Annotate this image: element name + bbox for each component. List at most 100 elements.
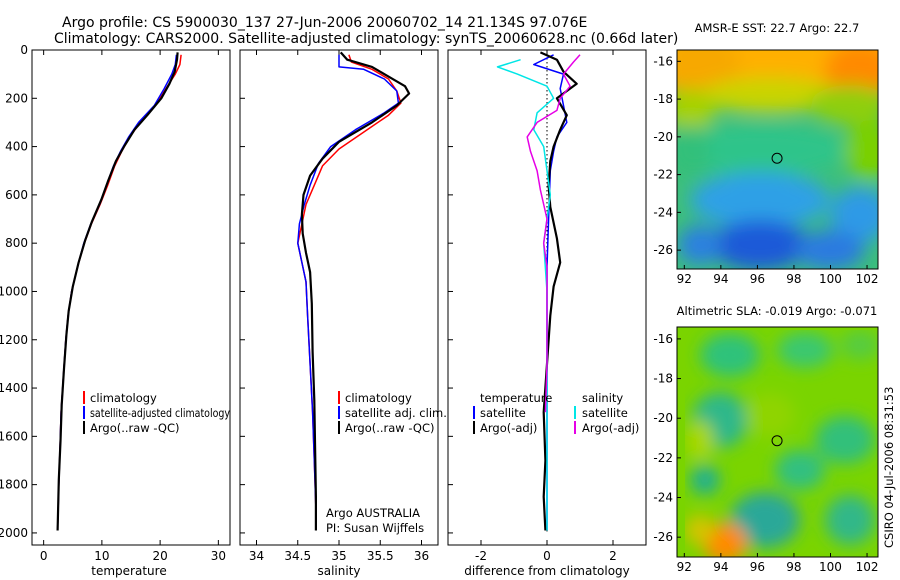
x-tick-label: 35 [331,549,346,563]
map-y-tick-label: -18 [653,92,673,106]
y-tick-label: 1400 [0,381,28,395]
difference-panel: -2 0 2 difference from climatology tempera… [447,49,647,578]
map-y-tick-label: -18 [653,372,673,386]
x-tick-label: 20 [152,549,167,563]
sla-field [677,327,878,557]
sla-map-ticks: 92 94 96 98 100 102 -16 -18 -20 -22 -24 -26 [653,332,878,574]
sst-map: AMSR-E SST: 22.7 Argo: 22.7 92 94 96 [653,21,879,286]
series-line-argo-raw-qc- [56,52,179,531]
legend-label-sal-argo: Argo(-adj) [582,421,639,435]
sst-map-title: AMSR-E SST: 22.7 Argo: 22.7 [695,21,860,35]
map-y-tick-label: -26 [653,243,673,257]
map-x-tick-label: 94 [713,272,728,286]
salinity-legend: climatology satellite adj. clim. Argo(..… [338,391,447,435]
temperature-y-ticks: 0 200 400 600 800 1000 1200 1400 1600 1800 2000 [0,43,37,540]
map-x-tick-label: 100 [819,560,842,574]
sst-argo-location-marker [771,152,783,164]
y-tick-label: 1200 [0,333,28,347]
y-tick-label: 600 [5,188,28,202]
legend-label-sal-satellite: satellite [582,406,628,420]
series-line-temperature-argo-adj- [539,51,578,531]
map-x-tick-label: 92 [677,272,692,286]
difference-x-ticks: -2 0 2 [448,49,617,563]
pi-label: PI: Susan Wijffels [326,521,424,535]
legend-label-climatology: climatology [90,391,157,405]
salinity-panel: 34 34.5 35 35.5 36 salinity climatology sate… [239,49,447,578]
sla-argo-location-marker [771,435,783,447]
x-tick-label: 0 [543,549,551,563]
y-tick-label: 1800 [0,478,28,492]
difference-lines [496,51,581,531]
footer-timestamp: CSIRO 04-Jul-2006 08:31:53 [882,387,896,548]
legend-label-argo: Argo(..raw -QC) [90,421,180,435]
legend-label-temp-satellite: satellite [480,406,526,420]
legend-label-climatology: climatology [345,391,412,405]
x-tick-label: 35.5 [367,549,394,563]
figure-title-line2: Climatology: CARS2000. Satellite-adjuste… [54,31,678,47]
x-tick-label: 34 [249,549,264,563]
map-y-tick-label: -20 [653,130,673,144]
map-y-tick-label: -20 [653,411,673,425]
sst-map-frame [676,49,879,270]
map-y-tick-label: -16 [653,54,673,68]
x-tick-label: 34.5 [284,549,311,563]
legend-label-argo: Argo(..raw -QC) [345,421,435,435]
map-y-tick-label: -24 [653,491,673,505]
x-tick-label: -2 [475,549,487,563]
salinity-plot-frame [239,49,439,546]
salinity-lines [297,51,411,531]
difference-x-label: difference from climatology [464,564,630,578]
sla-map-title: Altimetric SLA: -0.019 Argo: -0.071 [677,304,878,318]
map-x-tick-label: 100 [819,272,842,286]
x-tick-label: 0 [40,549,48,563]
temperature-x-ticks: 0 10 20 30 [40,50,226,563]
temperature-x-label: temperature [91,564,166,578]
map-x-tick-label: 92 [677,560,692,574]
sla-map: Altimetric SLA: -0.019 Argo: -0.071 92 94… [653,304,879,574]
x-tick-label: 10 [94,549,109,563]
map-x-tick-label: 98 [786,560,801,574]
argo-program-label: Argo AUSTRALIA [326,506,420,520]
legend-label-satellite-adj: satellite adj. clim. [345,406,447,420]
map-y-tick-label: -16 [653,332,673,346]
map-x-tick-label: 102 [856,560,879,574]
series-line-climatology [297,54,402,531]
map-y-tick-label: -22 [653,168,673,182]
x-tick-label: 36 [414,549,429,563]
map-x-tick-label: 102 [856,272,879,286]
legend-heading-salinity: salinity [582,391,623,405]
series-line-satellite-adjusted-climatology [56,54,178,531]
series-line-argo-raw-qc- [300,51,411,531]
y-tick-label: 1000 [0,284,28,298]
map-y-tick-label: -24 [653,205,673,219]
temperature-legend: climatology satellite-adjusted climatolo… [83,391,230,435]
y-tick-label: 200 [5,91,28,105]
y-tick-label: 2000 [0,526,28,540]
y-tick-label: 1600 [0,429,28,443]
temperature-panel: 0 200 400 600 800 1000 1200 1400 1600 1800 2000 0 1… [0,43,231,578]
map-y-tick-label: -26 [653,530,673,544]
salinity-x-label: salinity [317,564,360,578]
map-x-tick-label: 94 [713,560,728,574]
map-y-tick-label: -22 [653,451,673,465]
y-tick-label: 400 [5,140,28,154]
temperature-plot-frame [31,49,231,546]
map-x-tick-label: 96 [750,272,765,286]
legend-heading-temperature: temperature [480,391,552,405]
y-tick-label: 800 [5,236,28,250]
legend-label-satellite-adjusted: satellite-adjusted climatology [90,406,230,420]
x-tick-label: 30 [211,549,226,563]
figure-title-line1: Argo profile: CS 5900030_137 27-Jun-2006… [62,15,587,31]
y-tick-label: 0 [20,43,28,57]
series-line-salinity-argo-adj- [526,54,581,413]
x-tick-label: 2 [609,549,617,563]
map-x-tick-label: 98 [786,272,801,286]
legend-label-temp-argo: Argo(-adj) [480,421,537,435]
series-line-climatology [56,54,182,531]
salinity-x-ticks: 34 34.5 35 35.5 36 [240,49,429,563]
sst-field [677,50,878,269]
temperature-lines [56,52,182,531]
map-x-tick-label: 96 [750,560,765,574]
sst-map-ticks: 92 94 96 98 100 102 -16 -18 -20 -22 -24 -26 [653,54,878,286]
